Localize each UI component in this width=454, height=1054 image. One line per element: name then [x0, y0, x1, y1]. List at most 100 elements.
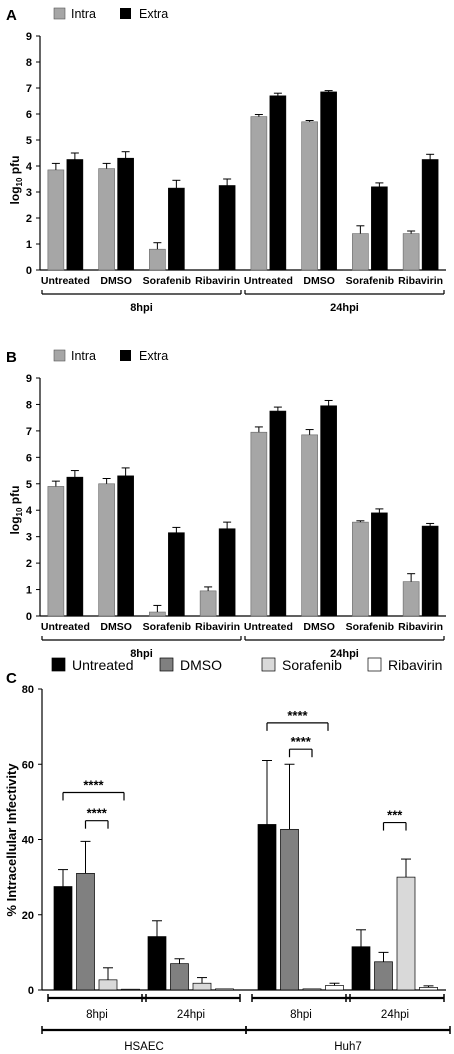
bar-extra [66, 476, 84, 617]
bar-intra [352, 521, 369, 617]
bar-intra [402, 233, 420, 271]
legend-label-intra: Intra [71, 7, 96, 21]
y-tick-label: 2 [26, 213, 32, 225]
legend-label-untreated: Untreated [72, 657, 133, 673]
y-tick-label: 6 [26, 109, 32, 121]
legend-swatch-dmso [159, 657, 174, 672]
y-tick-label: 8 [26, 399, 32, 411]
bar-extra [117, 157, 134, 271]
x-category-label: Untreated [244, 621, 293, 633]
y-axis-label-b: log10 pfu [8, 486, 24, 535]
bar-intra [47, 169, 65, 271]
bar-extra [269, 95, 287, 271]
legend-label-ribavirin: Ribavirin [388, 657, 442, 673]
bar-ribavirin [325, 985, 344, 991]
x-category-label: Sorafenib [143, 621, 191, 633]
significance-label: **** [87, 806, 108, 821]
bar-intra [301, 121, 318, 271]
bar-intra [199, 590, 217, 617]
bar-extra [218, 185, 236, 271]
bar-extra [421, 159, 439, 271]
x-category-label: Sorafenib [346, 621, 394, 633]
bar-extra [421, 525, 439, 617]
y-tick-label: 4 [26, 161, 33, 173]
bar-extra [66, 159, 84, 271]
y-tick-label: 0 [26, 265, 32, 277]
x-category-label: Sorafenib [346, 275, 394, 287]
x-category-label: DMSO [303, 621, 335, 633]
bar-extra [117, 475, 134, 617]
legend-swatch-untreated [51, 657, 66, 672]
panel-c: C Untreated DMSO Sorafenib Ribavirin % Intr… [4, 657, 451, 1053]
significance-label: **** [291, 734, 312, 749]
legend-b: Intra Extra [53, 349, 168, 363]
panel-letter-b: B [6, 349, 17, 366]
bar-extra [320, 405, 337, 617]
y-tick-label: 9 [26, 373, 32, 385]
y-tick-label: 40 [22, 835, 34, 847]
bar-extra [218, 528, 236, 617]
panel-letter-c: C [6, 670, 17, 687]
bar-extra [269, 410, 287, 617]
y-tick-label: 9 [26, 31, 32, 43]
bar-dmso [280, 828, 299, 991]
legend-swatch-extra [120, 350, 131, 361]
bar-extra [168, 532, 185, 617]
x-category-label: Untreated [41, 621, 90, 633]
y-tick-label: 60 [22, 759, 34, 771]
y-tick-label: 20 [22, 910, 34, 922]
significance-label: **** [83, 777, 104, 792]
bar-intra [47, 486, 65, 617]
bar-intra [98, 483, 115, 617]
group-label: 8hpi [130, 648, 153, 660]
y-tick-label: 0 [26, 611, 32, 623]
legend-swatch-sorafenib [261, 657, 276, 672]
legend-c: Untreated DMSO Sorafenib Ribavirin [51, 657, 442, 673]
bar-extra [371, 512, 388, 617]
legend-swatch-extra [120, 8, 131, 19]
bar-untreated [53, 886, 73, 991]
group-label: 24hpi [330, 648, 359, 660]
cell-line-label: HSAEC [124, 1041, 164, 1053]
x-category-label: Ribavirin [195, 621, 240, 633]
bar-untreated [147, 936, 167, 991]
panel-b: B Intra Extra log10 pfu 0 1 2 3 4 5 6 7 8 9 Untrea… [6, 349, 446, 660]
bar-ribavirin [419, 987, 438, 991]
x-category-label: Sorafenib [143, 275, 191, 287]
y-tick-label: 4 [26, 505, 33, 517]
bar-intra [250, 431, 268, 617]
bar-sorafenib [98, 979, 118, 991]
significance-label: **** [287, 708, 308, 723]
bar-intra [98, 168, 115, 271]
group-label: 8hpi [130, 302, 153, 314]
legend-label-sorafenib: Sorafenib [282, 657, 342, 673]
y-tick-label: 7 [26, 83, 32, 95]
y-axis-label-a: log10 pfu [8, 156, 24, 205]
y-tick-label: 5 [26, 135, 32, 147]
y-axis-label-c: % Intracellular Infectivity [4, 763, 19, 917]
y-tick-label: 2 [26, 558, 32, 570]
x-category-label: DMSO [303, 275, 335, 287]
bar-dmso [374, 961, 393, 991]
panel-letter-a: A [6, 7, 17, 24]
legend-label-extra: Extra [139, 349, 168, 363]
x-category-label: DMSO [100, 275, 132, 287]
panel-a: A Intra Extra log10 pfu 0 1 2 3 4 5 6 7 8 9 Untrea… [6, 7, 446, 314]
plot-area-b: 0 1 2 3 4 5 6 7 8 9 Untreated DMSO Sorafenib Ribaviri… [26, 373, 446, 660]
plot-area-a: 0 1 2 3 4 5 6 7 8 9 Untreated DMSO Sorafenib Ribaviri… [26, 31, 446, 314]
legend-a: Intra Extra [53, 7, 168, 21]
cell-line-label: Huh7 [334, 1041, 362, 1053]
bar-intra [149, 611, 166, 617]
x-category-label: Ribavirin [398, 621, 443, 633]
group-label: 8hpi [290, 1009, 312, 1021]
bar-extra [320, 91, 337, 271]
group-label: 24hpi [177, 1009, 205, 1021]
y-tick-label: 80 [22, 684, 34, 696]
legend-swatch-intra [53, 349, 66, 362]
x-category-label: DMSO [100, 621, 132, 633]
y-tick-label: 5 [26, 479, 32, 491]
bar-intra [301, 434, 318, 617]
legend-swatch-intra [53, 7, 66, 20]
bar-dmso [170, 963, 189, 991]
